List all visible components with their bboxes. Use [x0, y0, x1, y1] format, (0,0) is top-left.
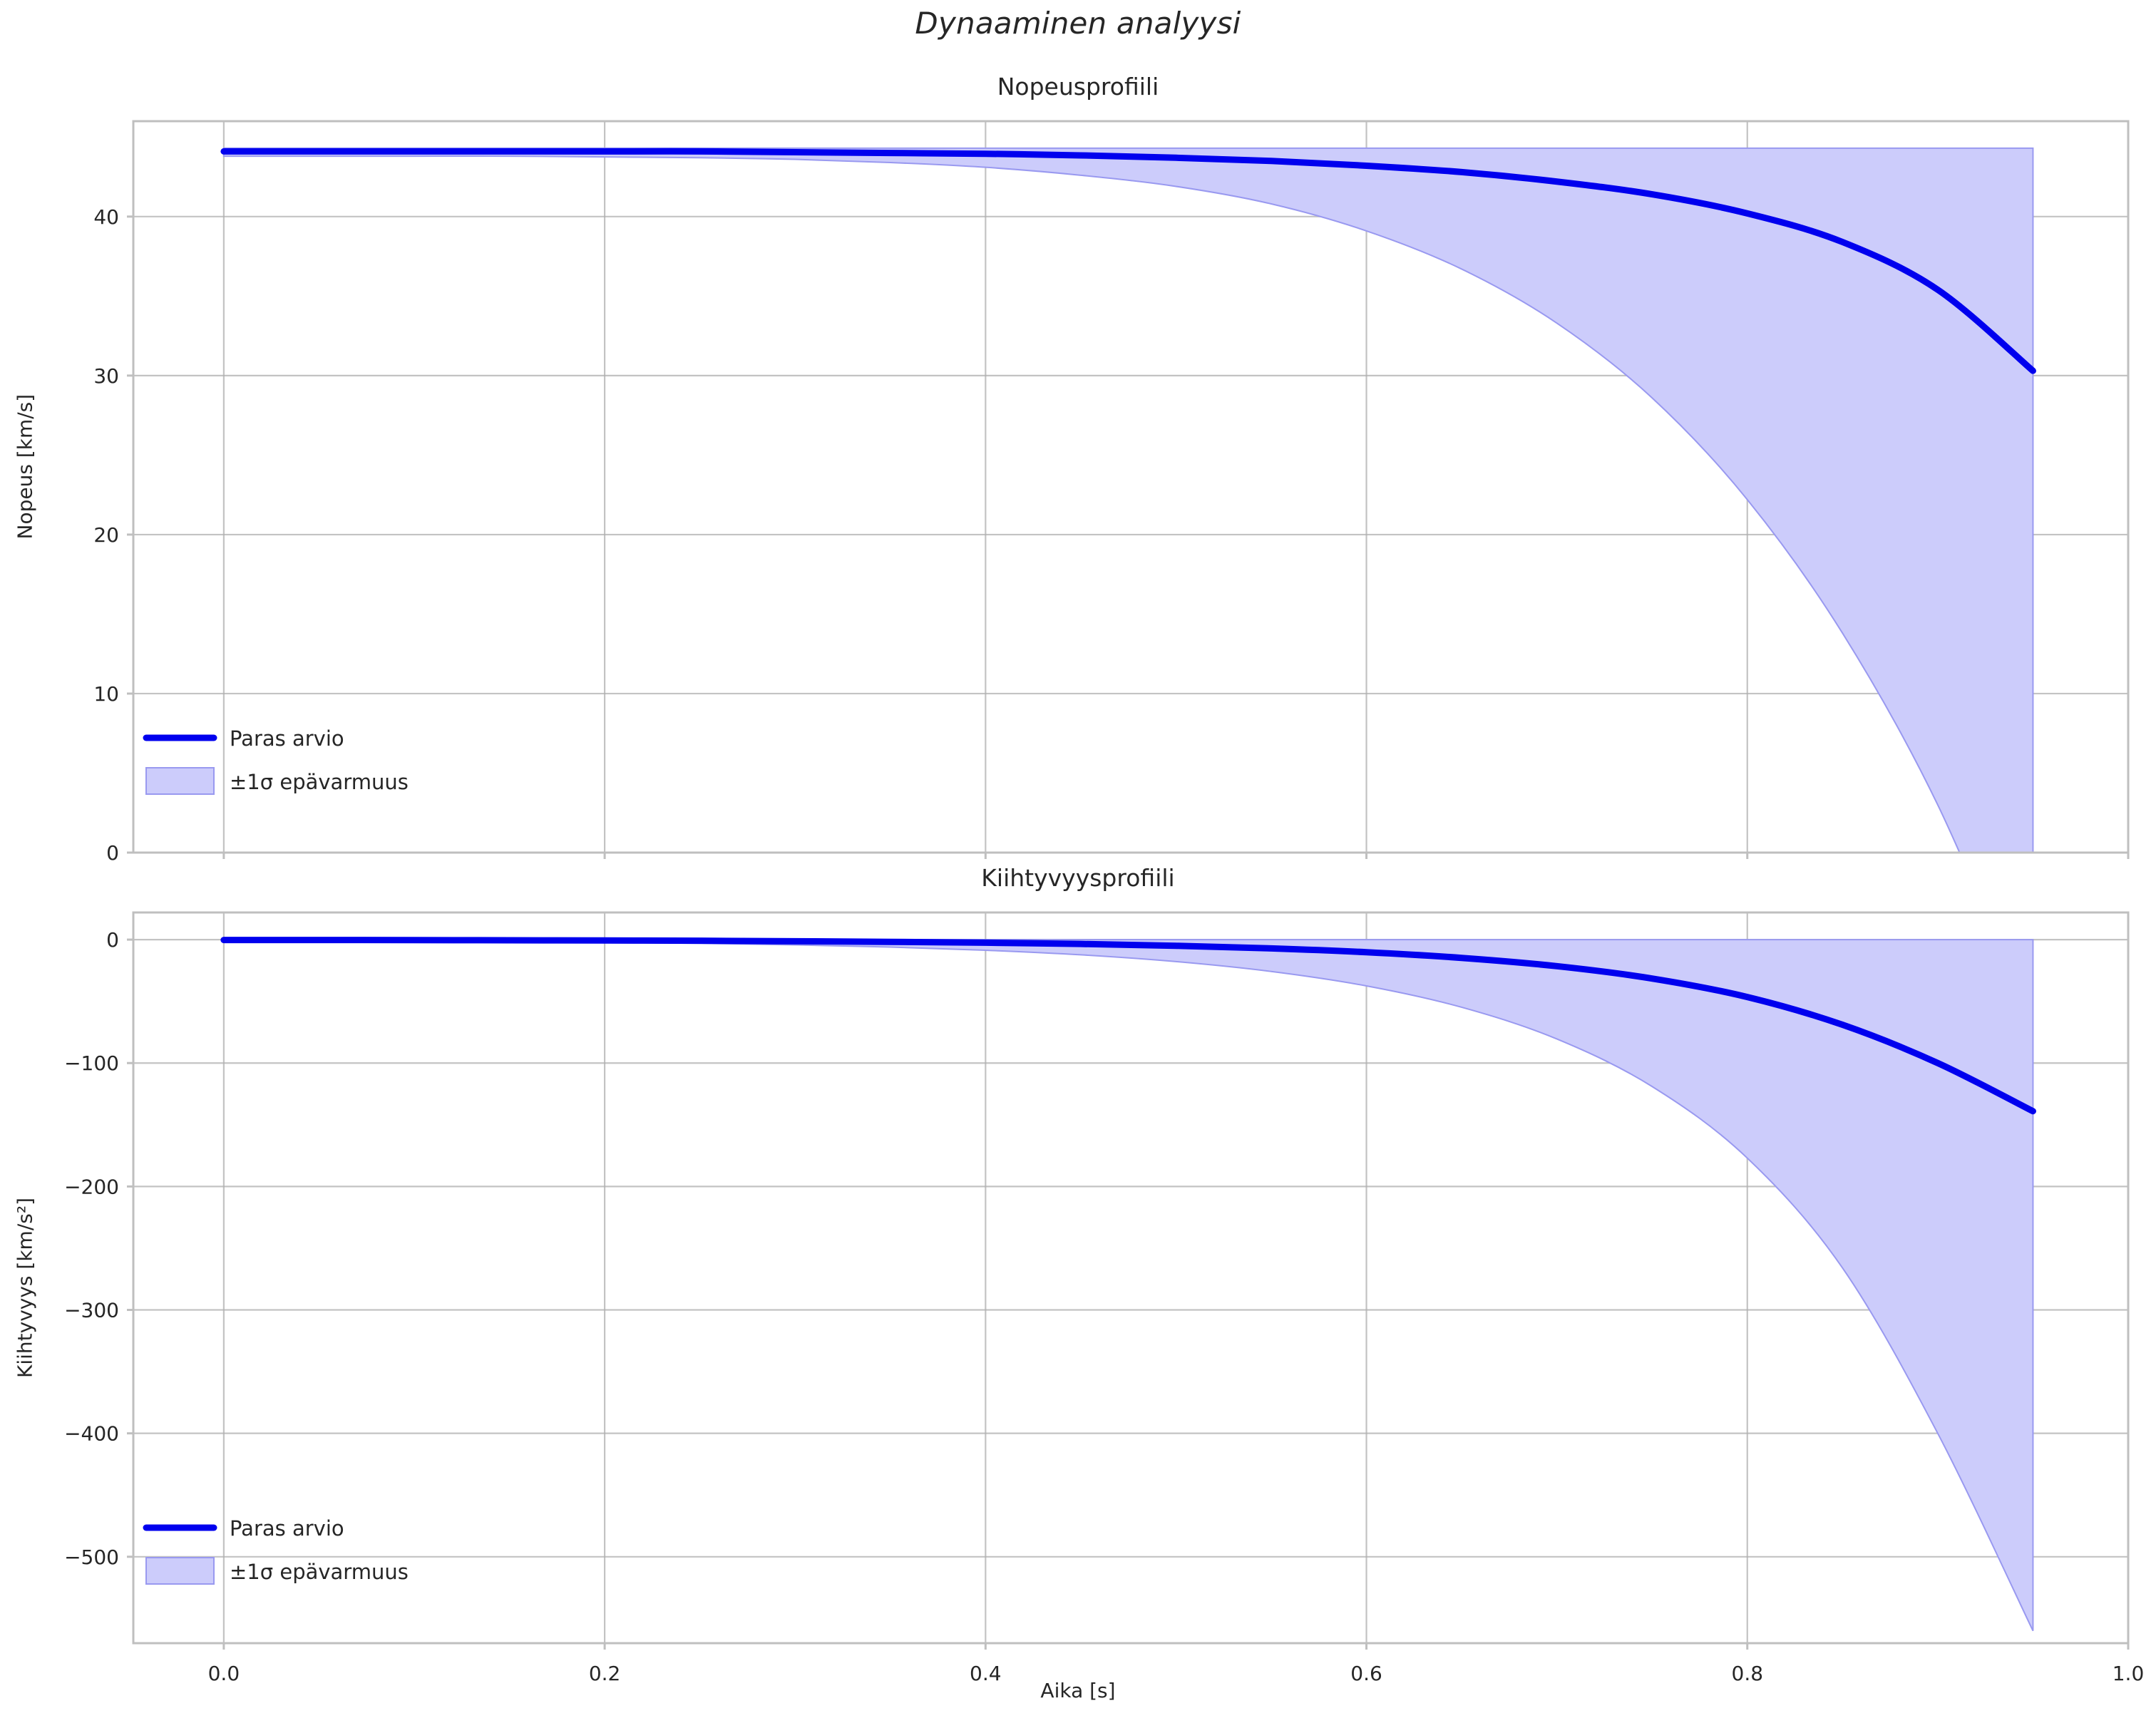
- x-tick-label: 0.0: [208, 1662, 240, 1685]
- y-tick-label: 0: [106, 928, 119, 952]
- y-tick-label: 10: [93, 682, 119, 706]
- y-tick-label: −300: [64, 1299, 119, 1322]
- y-tick-label: 30: [93, 364, 119, 388]
- legend: Paras arvio ±1σ epävarmuus: [143, 726, 409, 795]
- x-axis-label: Aika [s]: [1040, 1679, 1116, 1702]
- x-tick-label: 0.2: [589, 1662, 621, 1685]
- axes-spine: [132, 120, 2130, 854]
- y-tick-label: −400: [64, 1422, 119, 1446]
- y-tick-label: −200: [64, 1175, 119, 1198]
- x-tick-label: 0.6: [1350, 1662, 1382, 1685]
- y-tick-label: 40: [93, 205, 119, 229]
- legend-label-uncertainty: ±1σ epävarmuus: [230, 770, 409, 794]
- legend: Paras arvio ±1σ epävarmuus: [143, 1516, 409, 1585]
- best-estimate-line: [220, 937, 2036, 1115]
- legend-patch-sample: [145, 767, 215, 795]
- legend-label-best-estimate: Paras arvio: [230, 1516, 344, 1541]
- uncertainty-band: [222, 147, 2034, 853]
- y-tick-label: −500: [64, 1546, 119, 1569]
- y-tick-label: 0: [106, 841, 119, 865]
- x-tick-label: 1.0: [2113, 1662, 2145, 1685]
- axes-spine: [132, 911, 2130, 1645]
- legend-patch-sample: [145, 1557, 215, 1585]
- x-tick-label: 0.4: [970, 1662, 1002, 1685]
- legend-label-best-estimate: Paras arvio: [230, 726, 344, 751]
- subplot-title-acceleration: Kiihtyvyysprofiili: [981, 864, 1175, 892]
- y-tick-label: 20: [93, 523, 119, 547]
- figure-suptitle: Dynaaminen analyysi: [915, 6, 1241, 41]
- best-estimate-line: [220, 148, 2036, 374]
- axes-velocity: 0 10 20 30 40 Paras arvio ±1σ epävarmuus: [93, 120, 2130, 865]
- x-tick-label: 0.8: [1732, 1662, 1764, 1685]
- y-tick-label: −100: [64, 1051, 119, 1075]
- legend-label-uncertainty: ±1σ epävarmuus: [230, 1560, 409, 1584]
- axes-acceleration: 0 −100 −200 −300 −400 −500 0.0 0.2 0.4 0.6 0.8 1.0 P…: [64, 911, 2145, 1685]
- subplot-title-velocity: Nopeusprofiili: [997, 73, 1159, 101]
